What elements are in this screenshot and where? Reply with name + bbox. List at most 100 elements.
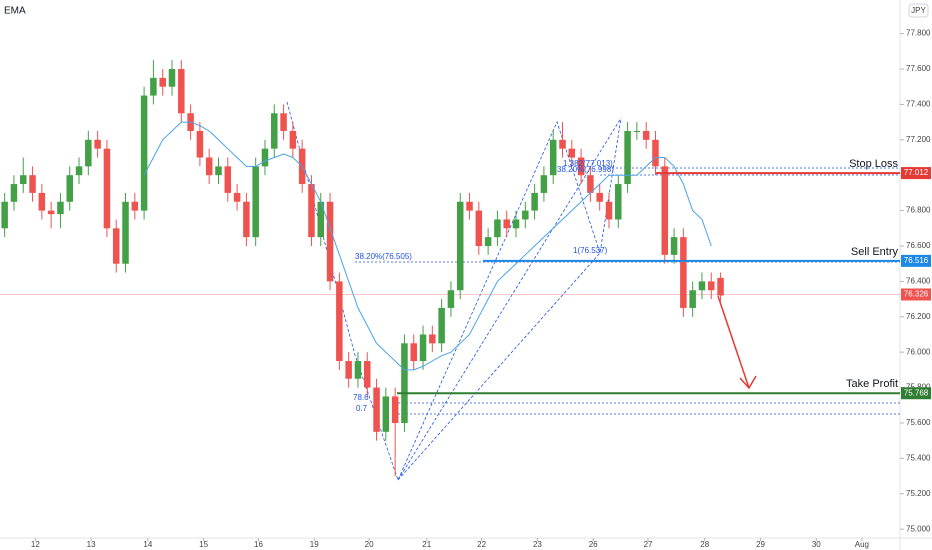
x-tick-label: 20 (365, 540, 374, 549)
y-tick-label: 76.400 (906, 276, 931, 285)
level-value: 77.012 (904, 168, 929, 177)
candle-body (205, 157, 213, 176)
candle-body (38, 192, 46, 211)
x-tick-label: Aug (855, 540, 869, 549)
candle-body (345, 361, 352, 379)
candle-body (308, 184, 315, 238)
candle-body (85, 139, 92, 167)
candle-body (1, 201, 8, 229)
candle-body (150, 77, 157, 96)
candle-body (577, 157, 585, 176)
candle-body (708, 281, 715, 291)
candle-body (382, 396, 390, 432)
pattern-diagonal (397, 252, 601, 481)
indicator-label: EMA (4, 6, 26, 17)
y-tick-label: 76.800 (906, 206, 931, 215)
x-tick-label: 30 (812, 540, 821, 549)
candle-body (19, 175, 27, 185)
x-tick-label: 19 (310, 540, 319, 549)
y-tick-label: 76.600 (906, 241, 931, 250)
candle-body (633, 130, 641, 132)
candle-body (624, 130, 631, 185)
fib-label: 78.6 (353, 393, 369, 402)
y-tick-label: 75.800 (906, 383, 931, 392)
level-name: Stop Loss (849, 158, 898, 170)
fib-label: 38.20%(76.998) (557, 165, 614, 174)
y-tick-label: 77.600 (906, 64, 931, 73)
candle-body (615, 184, 622, 220)
candle-body (559, 139, 566, 149)
candle-body (317, 201, 325, 238)
x-tick-label: 22 (477, 540, 486, 549)
candle-body (512, 219, 520, 229)
candle-body (363, 361, 371, 388)
y-tick-label: 77.200 (906, 135, 931, 144)
candle-body (670, 237, 678, 255)
x-tick-label: 28 (700, 540, 709, 549)
fib-label: 0.7 (356, 404, 368, 413)
x-tick-label: 16 (254, 540, 263, 549)
x-tick-label: 15 (199, 540, 208, 549)
candle-body (494, 219, 501, 238)
candle-body (410, 343, 417, 362)
fib-label: 38.20%(76.505) (355, 252, 412, 261)
candle-body (429, 334, 436, 344)
pattern-zigzag (286, 101, 622, 482)
candle-body (698, 281, 706, 291)
candle-body (568, 148, 576, 158)
level-value: 75.768 (904, 388, 929, 397)
x-tick-label: 29 (756, 540, 765, 549)
harmonic-pattern (286, 101, 622, 482)
candle-body (531, 192, 538, 211)
candle-body (261, 148, 269, 167)
candle-body (112, 228, 120, 264)
candle-body (289, 130, 297, 149)
candle-body (354, 361, 362, 379)
candle-body (168, 69, 176, 87)
arrow-head (739, 375, 757, 390)
candle-body (587, 175, 594, 193)
y-tick-label: 76.000 (906, 347, 931, 356)
last-price-label: 76.326 (904, 290, 929, 299)
candle-body (401, 343, 408, 423)
candle-body (103, 148, 111, 229)
candle-body (596, 192, 603, 202)
candle-body (484, 237, 492, 246)
candle-body (438, 307, 445, 344)
candle-body (419, 334, 427, 362)
x-tick-label: 13 (87, 540, 96, 549)
candle-body (94, 139, 101, 149)
candle-body (140, 95, 148, 211)
candle-body (29, 175, 36, 193)
y-tick-label: 77.800 (906, 29, 931, 38)
candle-body (233, 192, 241, 202)
x-tick-label: 27 (644, 540, 653, 549)
candle-body (717, 277, 724, 296)
level-value: 76.516 (904, 256, 929, 265)
x-tick-label: 12 (31, 540, 40, 549)
candle-body (373, 387, 380, 432)
y-tick-label: 75.600 (906, 418, 931, 427)
candle-body (503, 219, 510, 229)
x-tick-label: 23 (533, 540, 542, 549)
candle-body (680, 237, 687, 308)
candle-body (549, 139, 557, 176)
fib-lines (355, 167, 900, 415)
candle-body (243, 201, 250, 238)
candle-body (280, 113, 287, 131)
candle-body (336, 281, 343, 362)
candle-body (178, 69, 185, 114)
candle-body (57, 201, 64, 215)
candle-body (252, 166, 259, 238)
candle-body (47, 210, 55, 215)
currency-badge (908, 3, 929, 18)
level-name: Take Profit (846, 378, 898, 390)
candle-body (196, 130, 204, 158)
x-tick-label: 26 (589, 540, 598, 549)
candle-body (215, 166, 222, 176)
candle-body (66, 175, 73, 202)
projection-arrow (717, 295, 757, 390)
candle-body (475, 210, 483, 246)
